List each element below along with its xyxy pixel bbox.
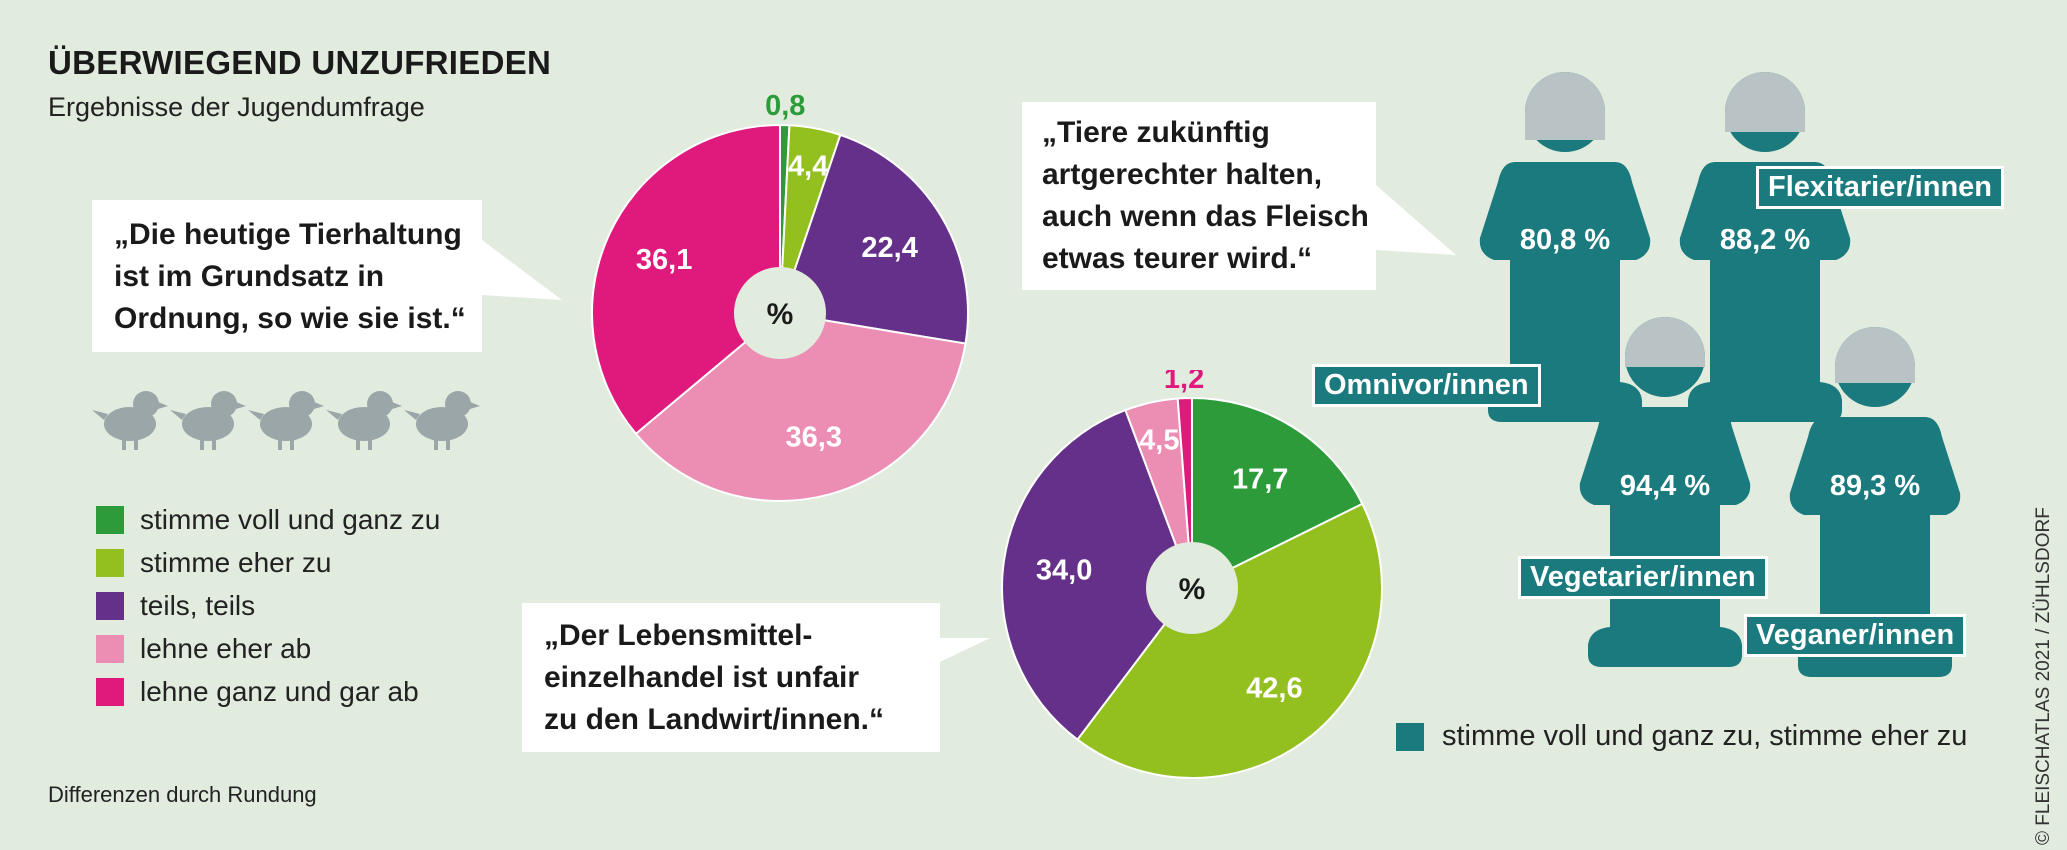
legend-swatch bbox=[96, 635, 124, 663]
figure-category-label: Omnivor/innen bbox=[1312, 364, 1541, 407]
figure-value-label: 94,4 % bbox=[1619, 470, 1711, 502]
pie-slice bbox=[778, 133, 969, 345]
pie-data-label: 17,7 bbox=[1232, 463, 1288, 495]
legend-label: stimme eher zu bbox=[140, 547, 332, 578]
pie-data-label: 4,4 bbox=[788, 150, 828, 182]
figure-category-label: Veganer/innen bbox=[1744, 614, 1967, 657]
bubble2-text: „Der Lebensmittel- einzelhandel ist unfa… bbox=[544, 619, 884, 736]
pie-slice bbox=[1191, 396, 1364, 590]
bubble3-shape bbox=[1022, 102, 1456, 290]
legend-item: lehne eher ab bbox=[96, 633, 312, 664]
chick-icon bbox=[404, 391, 480, 450]
credit-text: © FLEISCHATLAS 2021 / ZÜHLSDORF bbox=[2033, 507, 2054, 845]
pie-slice bbox=[1076, 502, 1383, 779]
pie-chart-2: 17,7 42,6 34,0 4,5 1,2% bbox=[1001, 370, 1383, 779]
bubble1-text: „Die heutige Tierhaltung ist im Grundsat… bbox=[114, 218, 466, 335]
figure-value-label: 80,8 % bbox=[1519, 224, 1611, 256]
legend-item: stimme eher zu bbox=[96, 547, 332, 578]
figures-legend: stimme voll und ganz zu, stimme eher zu bbox=[1396, 720, 1967, 753]
legend-item: teils, teils bbox=[96, 590, 256, 621]
legend-label: lehne ganz und gar ab bbox=[140, 676, 419, 707]
legend-item: lehne ganz und gar ab bbox=[96, 676, 419, 707]
figure-value-label: 89,3 % bbox=[1829, 470, 1921, 502]
person-icon bbox=[1679, 72, 1851, 422]
person-icon bbox=[1579, 317, 1751, 667]
chick-icon bbox=[92, 391, 168, 450]
pie-data-label: 42,6 bbox=[1246, 673, 1302, 705]
pie-data-label: 36,3 bbox=[786, 421, 842, 453]
figure-category-label: Flexitarier/innen bbox=[1756, 166, 2005, 209]
pie-data-label: 36,1 bbox=[636, 244, 692, 276]
pie-center-label: % bbox=[1179, 573, 1206, 606]
pie-center bbox=[734, 267, 826, 359]
pie-slice bbox=[1176, 396, 1193, 589]
pie-data-label: 34,0 bbox=[1036, 554, 1092, 586]
legend-swatch bbox=[96, 592, 124, 620]
pie-center bbox=[1146, 542, 1238, 634]
bubble2-shape bbox=[522, 603, 990, 752]
footnote: Differenzen durch Rundung bbox=[48, 782, 317, 807]
legend-swatch bbox=[96, 506, 124, 534]
chick-icon bbox=[326, 391, 402, 450]
figure-category-label: Vegetarier/innen bbox=[1518, 556, 1768, 599]
chart-subtitle: Ergebnisse der Jugendumfrage bbox=[48, 92, 425, 122]
person-icon bbox=[1479, 72, 1651, 422]
legend-swatch bbox=[96, 549, 124, 577]
legend-item: stimme voll und ganz zu bbox=[96, 504, 441, 535]
pie-data-label: 4,5 bbox=[1139, 425, 1179, 457]
person-icon bbox=[1789, 327, 1961, 677]
chick-icon bbox=[248, 391, 324, 450]
legend-swatch bbox=[1396, 722, 1424, 751]
pie-data-label: 1,2 bbox=[1164, 370, 1204, 395]
pie-slice bbox=[1001, 408, 1194, 741]
legend-label: teils, teils bbox=[140, 590, 256, 621]
pie-slice bbox=[634, 311, 967, 502]
bubble1-shape bbox=[92, 200, 562, 352]
chart-title: ÜBERWIEGEND UNZUFRIEDEN bbox=[48, 44, 552, 81]
pie-chart-1: 0,8 4,4 22,4 36,3 36,1% bbox=[591, 90, 969, 502]
credit: © FLEISCHATLAS 2021 / ZÜHLSDORF bbox=[2033, 507, 2054, 845]
chick-icon bbox=[170, 391, 246, 450]
pie-center-label: % bbox=[767, 298, 794, 331]
legend-label: stimme voll und ganz zu, stimme eher zu bbox=[1442, 720, 1968, 752]
legend-swatch bbox=[96, 678, 124, 706]
figures-group bbox=[1479, 72, 1961, 677]
figure-value-label: 88,2 % bbox=[1719, 224, 1811, 256]
bubble3-text: „Tiere zukünftig artgerechter halten, au… bbox=[1042, 116, 1369, 275]
pie-data-label: 22,4 bbox=[861, 232, 917, 264]
pie-data-label: 0,8 bbox=[765, 90, 805, 122]
legend-label: stimme voll und ganz zu bbox=[140, 504, 441, 535]
pie-slice bbox=[591, 123, 781, 436]
chick-row bbox=[92, 391, 480, 450]
legend-label: lehne eher ab bbox=[140, 633, 312, 664]
